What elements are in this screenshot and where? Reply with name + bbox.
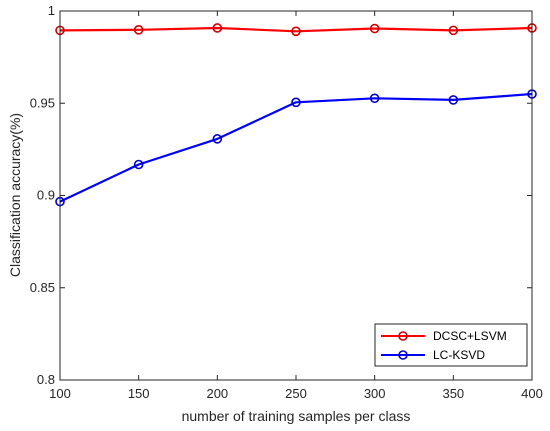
data-point-lc-ksvd xyxy=(291,97,301,108)
x-tick-label: 400 xyxy=(521,386,543,401)
y-axis-title: Classification accuracy(%) xyxy=(7,113,23,277)
x-axis-ticks: 100 150 200 250 300 350 400 xyxy=(49,11,543,401)
x-tick-label: 300 xyxy=(364,386,386,401)
x-tick-label: 150 xyxy=(128,386,150,401)
y-tick-label: 1 xyxy=(48,3,55,18)
legend-marker-dcsc-lsvm xyxy=(398,331,408,341)
legend-label-dcsc-lsvm: DCSC+LSVM xyxy=(433,329,507,343)
data-point-dcsc-lsvm xyxy=(369,23,380,34)
data-point-dcsc-lsvm xyxy=(133,25,144,35)
x-tick-label: 100 xyxy=(49,386,71,401)
x-axis-title: number of training samples per class xyxy=(182,408,411,424)
y-tick-label: 0.95 xyxy=(30,95,55,110)
series-layer xyxy=(55,23,537,207)
y-tick-label: 0.8 xyxy=(37,372,55,387)
series-line-dcsc-lsvm xyxy=(59,26,533,33)
data-point-lc-ksvd xyxy=(133,159,144,170)
data-point-dcsc-lsvm xyxy=(448,25,459,36)
series-lc-ksvd xyxy=(55,89,537,207)
data-point-lc-ksvd xyxy=(369,93,380,104)
plot-frame xyxy=(59,10,533,381)
plot-area xyxy=(60,11,532,380)
data-point-lc-ksvd xyxy=(212,134,223,144)
x-tick-label: 200 xyxy=(206,386,228,401)
y-tick-label: 0.9 xyxy=(37,188,55,203)
legend-marker-lc-ksvd xyxy=(398,350,408,360)
y-axis-ticks: 0.8 0.85 0.9 0.95 1 xyxy=(30,3,532,387)
x-tick-label: 250 xyxy=(285,386,307,401)
legend-box xyxy=(374,323,528,367)
x-tick-label: 350 xyxy=(442,386,464,401)
series-line-lc-ksvd xyxy=(59,92,533,203)
data-point-dcsc-lsvm xyxy=(291,26,301,37)
y-tick-label: 0.85 xyxy=(30,280,55,295)
legend: DCSC+LSVM LC-KSVD xyxy=(374,323,528,367)
data-point-dcsc-lsvm xyxy=(212,23,223,33)
data-point-lc-ksvd xyxy=(448,95,459,105)
legend-label-lc-ksvd: LC-KSVD xyxy=(433,348,485,362)
